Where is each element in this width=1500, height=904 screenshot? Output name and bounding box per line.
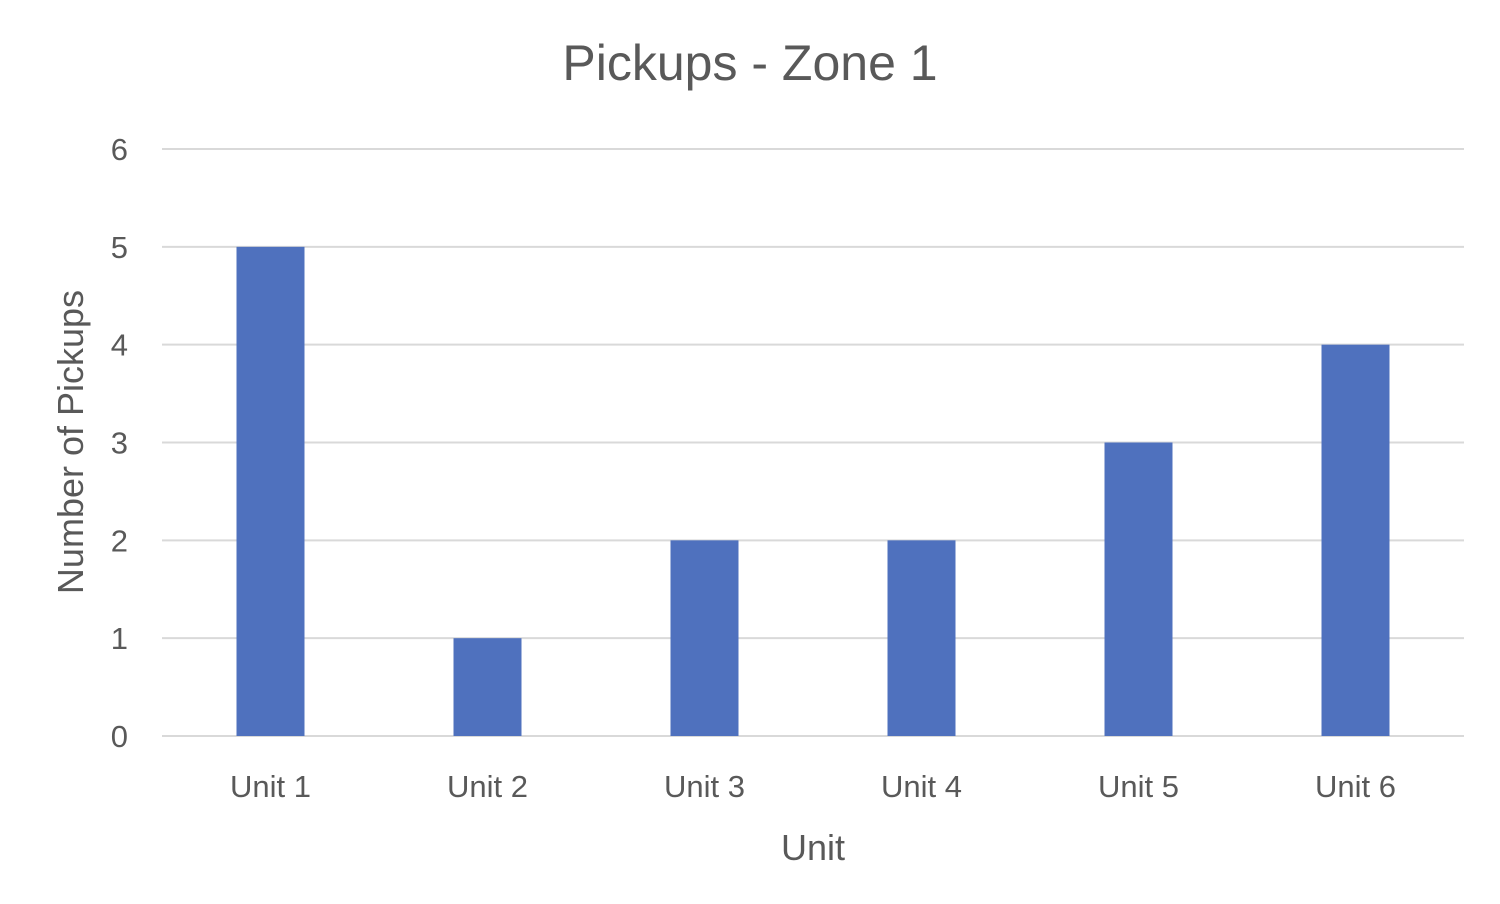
bar — [670, 540, 739, 736]
x-tick-label: Unit 2 — [447, 769, 528, 804]
x-tick-label: Unit 4 — [881, 769, 962, 804]
x-tick-label: Unit 6 — [1315, 769, 1396, 804]
bar — [887, 540, 956, 736]
x-tick-label: Unit 5 — [1098, 769, 1179, 804]
bar — [236, 246, 305, 737]
y-tick-label: 6 — [111, 132, 128, 167]
x-tick-label: Unit 1 — [230, 769, 311, 804]
x-axis-title: Unit — [781, 827, 845, 868]
y-tick-label: 3 — [111, 426, 128, 461]
y-axis-ticks: 0 1 2 3 4 5 6 — [111, 132, 128, 754]
gridlines — [162, 148, 1464, 737]
y-tick-label: 1 — [111, 621, 128, 656]
y-tick-label: 2 — [111, 523, 128, 558]
y-tick-label: 4 — [111, 328, 128, 363]
bar — [1104, 442, 1173, 736]
x-axis-ticks: Unit 1 Unit 2 Unit 3 Unit 4 Unit 5 Unit 6 — [230, 769, 1396, 804]
y-axis-title: Number of Pickups — [50, 290, 91, 594]
bar — [1321, 344, 1390, 736]
chart-title: Pickups - Zone 1 — [562, 35, 937, 91]
y-tick-label: 5 — [111, 230, 128, 265]
bar — [453, 638, 522, 736]
x-tick-label: Unit 3 — [664, 769, 745, 804]
bars — [236, 246, 1390, 737]
y-tick-label: 0 — [111, 719, 128, 754]
